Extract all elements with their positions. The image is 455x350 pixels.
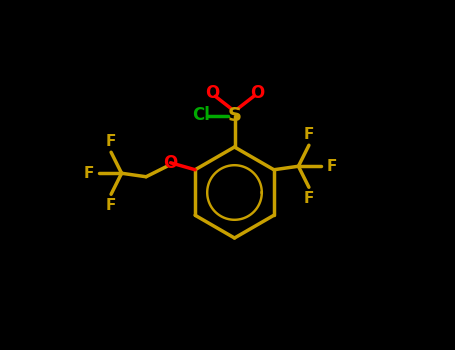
Text: F: F — [83, 166, 94, 181]
Text: O: O — [205, 84, 219, 102]
Text: F: F — [106, 198, 116, 213]
Text: O: O — [250, 84, 264, 102]
Text: F: F — [326, 159, 337, 174]
Text: F: F — [304, 191, 314, 206]
Text: F: F — [106, 134, 116, 149]
Text: F: F — [304, 127, 314, 142]
Text: S: S — [228, 106, 242, 125]
Text: O: O — [163, 154, 178, 172]
Text: Cl: Cl — [192, 106, 210, 125]
